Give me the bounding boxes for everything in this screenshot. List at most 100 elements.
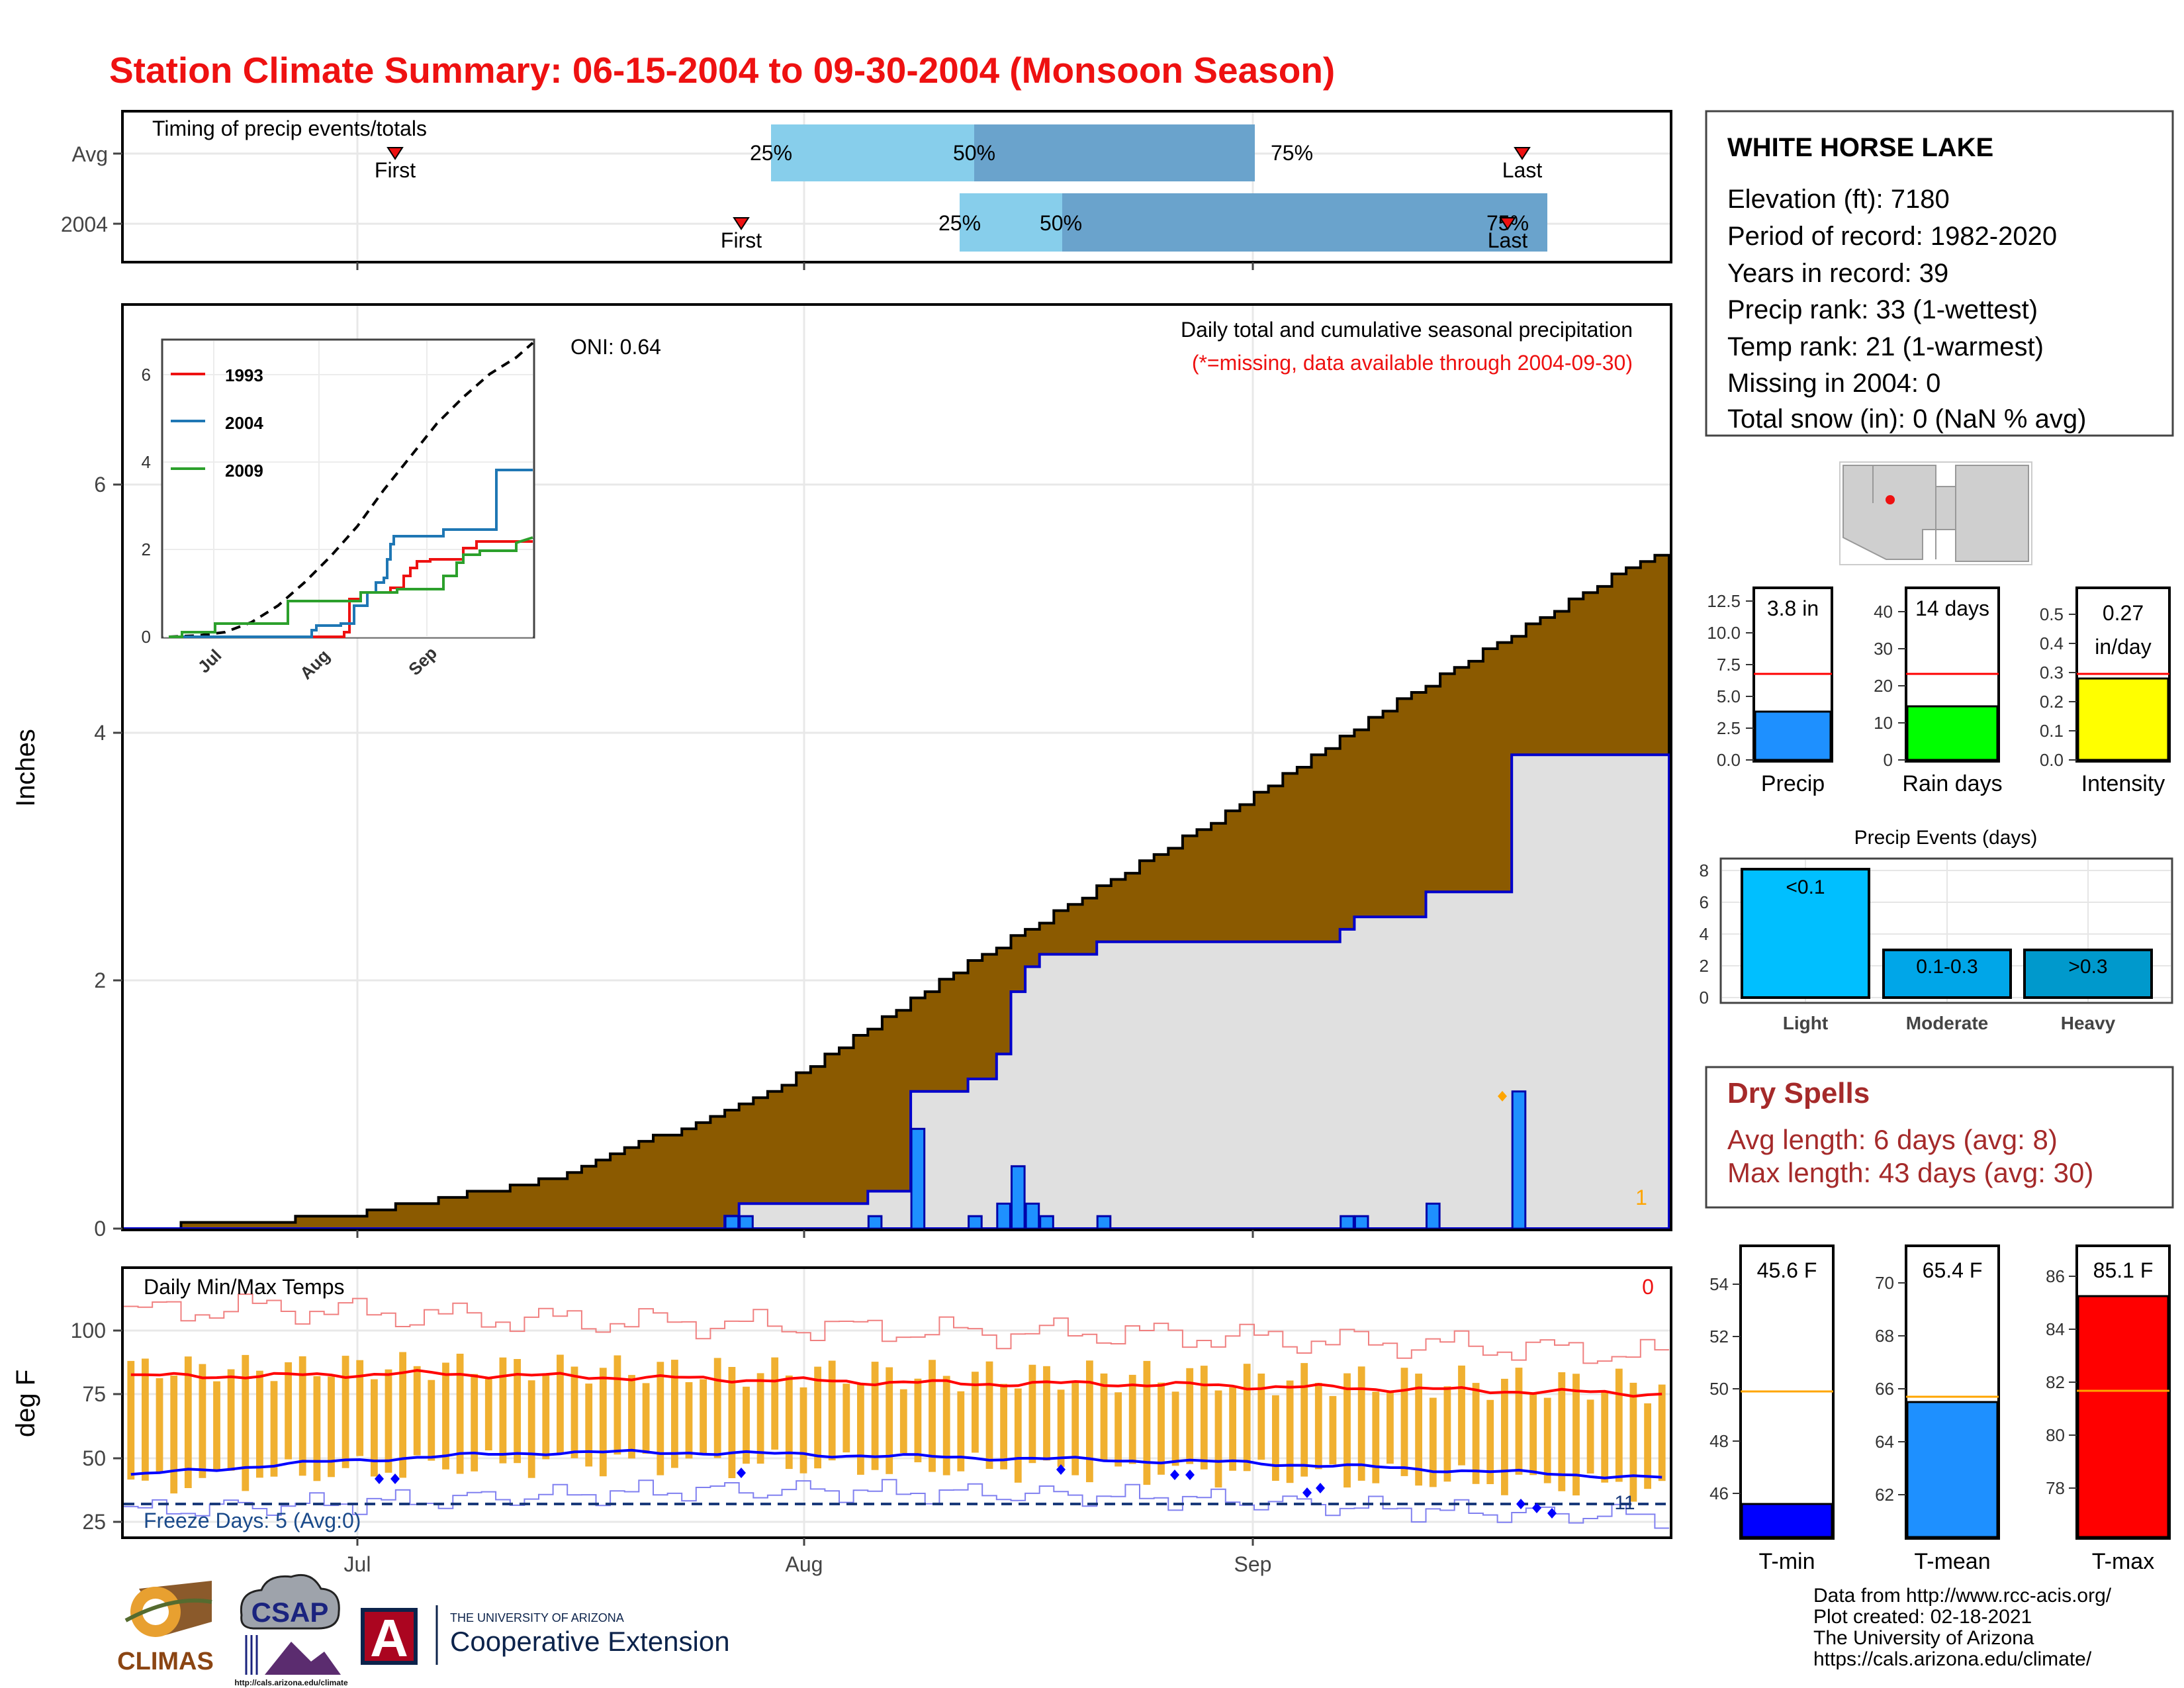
temp-range-bar [814, 1366, 821, 1469]
dry-spells-avg: Avg length: 6 days (avg: 8) [1727, 1124, 2058, 1155]
inset-ytick-2: 2 [142, 539, 151, 559]
temp-y-title: deg F [11, 1370, 40, 1437]
tmean-ytick-62: 62 [1875, 1485, 1894, 1505]
temp-range-bar [1043, 1366, 1050, 1461]
temp-range-bar [1429, 1397, 1437, 1487]
temp-range-bar [256, 1370, 263, 1478]
temp-range-bar [213, 1381, 220, 1472]
precip-mini-ytick-4: 10.0 [1707, 623, 1741, 643]
inset-ytick-6: 6 [142, 365, 151, 385]
tmean-ytick-66: 66 [1875, 1379, 1894, 1399]
temp-range-bar [1472, 1383, 1480, 1484]
inset-legend-2009: 2009 [225, 461, 263, 481]
temp-range-bar [1644, 1403, 1651, 1489]
temp-range-bar [886, 1367, 893, 1474]
inset-legend-2004: 2004 [225, 413, 263, 433]
freeze-days-label: Freeze Days: 5 (Avg:0) [144, 1509, 361, 1532]
daily-precip-bar [1096, 1215, 1112, 1230]
temp-range-bar [642, 1383, 650, 1454]
temp-range-bar [1486, 1399, 1494, 1484]
tmax-ytick-86: 86 [2046, 1266, 2065, 1286]
temp-range-bar [1272, 1395, 1279, 1481]
temp-range-bar [1028, 1364, 1036, 1464]
ua-logo-letter: A [370, 1609, 408, 1667]
yr-quartile-50-75 [1062, 193, 1547, 252]
temp-range-bar [371, 1379, 378, 1477]
temp-range-bar [828, 1360, 836, 1461]
temp-range-bar [456, 1354, 464, 1474]
temp-range-bar [570, 1366, 578, 1458]
yr-q50-label: 50% [1040, 211, 1082, 235]
temp-range-bar [1300, 1363, 1308, 1477]
tmax-ytick-82: 82 [2046, 1372, 2065, 1392]
temp-range-bar [1186, 1368, 1194, 1464]
temp-range-bar [270, 1381, 278, 1477]
avg-quartile-50-75 [974, 124, 1255, 181]
max-day-marker [1498, 1091, 1507, 1102]
tmin-box: 45.6 F T-min 46 48 50 52 54 [1709, 1244, 1835, 1574]
yr-last-marker [1499, 217, 1516, 230]
avg-last-label: Last [1502, 158, 1543, 182]
temp-panel-label: Daily Min/Max Temps [144, 1275, 344, 1299]
temp-range-bar [857, 1384, 864, 1475]
precip-ytick-6: 6 [94, 473, 106, 496]
temp-range-bar [1200, 1366, 1208, 1470]
yr-q25-label: 25% [938, 211, 981, 235]
tmin-ytick-48: 48 [1709, 1431, 1729, 1451]
temp-range-bar [942, 1376, 950, 1476]
avg-last-marker [1514, 147, 1531, 160]
footer-line-3: The University of Arizona [1813, 1627, 2034, 1649]
temp-range-bar [899, 1389, 907, 1454]
events-xtick-light: Light [1783, 1013, 1828, 1033]
temp-range-bar [527, 1380, 535, 1478]
station-name: WHITE HORSE LAKE [1727, 133, 1993, 162]
temp-range-bar [713, 1358, 721, 1458]
daily-precip-bar [1340, 1215, 1355, 1230]
freeze-count: 11 [1614, 1492, 1635, 1514]
precip-missing-note: (*=missing, data available through 2004-… [1192, 351, 1633, 375]
temp-range-bar [929, 1360, 936, 1472]
temp-range-bar [184, 1356, 192, 1488]
temp-range-bar [1314, 1383, 1322, 1470]
temp-range-bar [657, 1362, 664, 1476]
footer-line-4: https://cals.arizona.edu/climate/ [1813, 1648, 2092, 1670]
events-xtick-heavy: Heavy [2061, 1013, 2116, 1033]
temp-range-bar [1601, 1392, 1609, 1483]
temp-range-bar [227, 1369, 235, 1471]
daily-precip-bar [1039, 1215, 1054, 1230]
rain-days-ytick-4: 40 [1874, 602, 1893, 622]
tmean-ytick-64: 64 [1875, 1432, 1894, 1452]
tmax-ytick-84: 84 [2046, 1319, 2065, 1339]
intensity-value: 0.27 [2103, 601, 2144, 625]
avg-first-label: First [375, 158, 416, 182]
events-bar-label-moderate: 0.1-0.3 [1916, 956, 1978, 978]
ua-logo: A THE UNIVERSITY OF ARIZONA Cooperative … [361, 1605, 730, 1667]
daily-precip-bars [724, 1090, 1527, 1230]
precip-ytick-4: 4 [94, 721, 106, 745]
precip-y-title: Inches [11, 729, 40, 807]
tmean-box: 65.4 F T-mean 62 64 66 68 70 [1875, 1244, 2000, 1574]
events-bar-moderate [1882, 949, 2012, 999]
daily-precip-bar [1024, 1202, 1040, 1230]
temp-range-bar [442, 1362, 449, 1470]
daily-precip-bar [1511, 1090, 1527, 1230]
timing-panel: Timing of precip events/totals Avg 2004 … [61, 110, 1672, 270]
station-precip-rank: Precip rank: 33 (1-wettest) [1727, 295, 2038, 324]
events-xtick-moderate: Moderate [1906, 1013, 1988, 1033]
yr-quartile-25-50 [960, 193, 1062, 252]
avg-q75-label: 75% [1271, 141, 1313, 165]
temp-ytick-50: 50 [82, 1446, 106, 1470]
temp-range-bar [1543, 1397, 1551, 1483]
precip-ytick-0: 0 [94, 1217, 106, 1241]
temp-range-bar [585, 1383, 593, 1467]
temp-range-bar [1415, 1374, 1422, 1486]
temp-range-bar [298, 1356, 306, 1476]
yr-first-marker [733, 217, 750, 230]
events-bar-light [1741, 868, 1870, 999]
temp-range-bar [1501, 1378, 1508, 1495]
temp-range-bar [1071, 1382, 1079, 1476]
station-location-dot [1886, 495, 1895, 504]
precip-y-axis: 0 2 4 6 [94, 473, 122, 1241]
precip-mini-ytick-3: 7.5 [1717, 655, 1741, 675]
